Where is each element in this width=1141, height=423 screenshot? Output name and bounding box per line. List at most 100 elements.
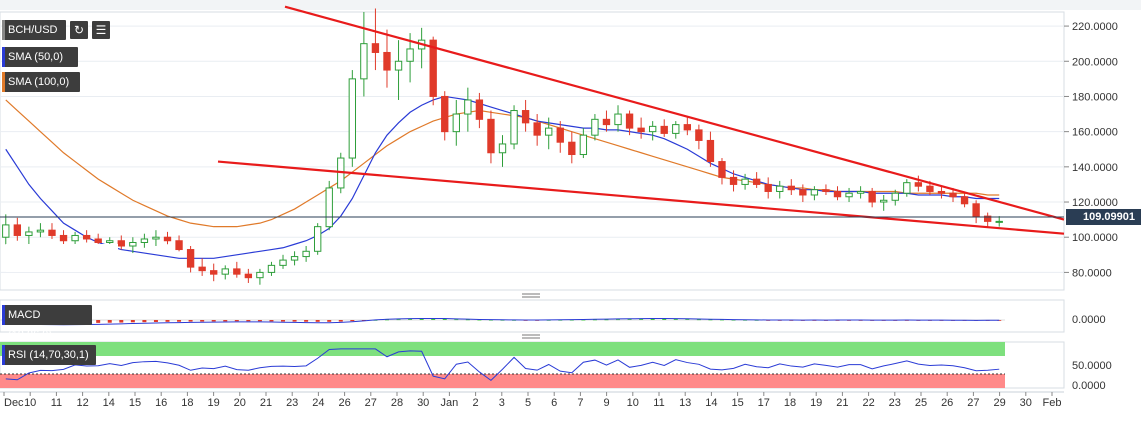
macd-histogram-bar: [107, 320, 112, 323]
candle-body: [394, 60, 403, 71]
candle-body: [972, 203, 980, 217]
x-tick-label: 29: [993, 397, 1005, 409]
x-tick-label: 15: [731, 397, 743, 409]
x-tick-label: 12: [76, 397, 88, 409]
refresh-icon[interactable]: ↻: [70, 21, 88, 39]
candle-body: [464, 99, 472, 115]
sma100-tag[interactable]: SMA (100,0): [2, 72, 80, 92]
candle-body: [648, 125, 657, 133]
y-tick-label: 120.0000: [1072, 197, 1118, 209]
x-tick-label: 17: [758, 397, 770, 409]
candle-body: [279, 259, 287, 266]
candle-body: [302, 250, 310, 258]
x-tick-label: 7: [577, 397, 583, 409]
candle-body: [140, 238, 149, 243]
candle-body: [25, 231, 33, 236]
candle-body: [313, 226, 322, 252]
macd-tick-label: 0.0000: [1072, 314, 1106, 326]
candle-body: [960, 196, 969, 205]
candle-body: [152, 236, 160, 240]
panel-splitter-1[interactable]: [522, 293, 540, 298]
candle-body: [729, 176, 738, 185]
candle-body: [833, 190, 842, 198]
macd-histogram-bar: [465, 319, 470, 321]
x-tick-label: 11: [653, 397, 664, 409]
candle-body: [545, 127, 553, 136]
x-tick-label: 14: [103, 397, 115, 409]
candle-body: [71, 234, 79, 242]
x-tick-label: 10: [24, 397, 36, 409]
y-tick-label: 140.0000: [1072, 162, 1118, 174]
x-tick-label: 27: [365, 397, 377, 409]
x-tick-label: 5: [525, 397, 531, 409]
macd-histogram-bar: [338, 320, 343, 322]
candle-body: [787, 185, 795, 191]
macd-histogram-bar: [616, 319, 621, 321]
candle-body: [914, 182, 923, 187]
x-tick-label: 15: [129, 397, 141, 409]
x-tick-label: 25: [915, 397, 927, 409]
macd-panel: [0, 299, 1065, 333]
macd-histogram-bar: [431, 319, 436, 320]
macd-histogram-bar: [604, 319, 609, 321]
candle-body: [602, 118, 611, 126]
y-tick-label: 200.0000: [1072, 56, 1118, 68]
candle-body: [348, 78, 357, 159]
candle-body: [221, 268, 229, 275]
rsi-line: [5, 348, 1000, 382]
macd-line: [5, 318, 1000, 326]
candle-body: [533, 122, 541, 136]
candle-body: [672, 124, 680, 134]
x-tick-label: 19: [207, 397, 219, 409]
candle-body: [752, 178, 761, 185]
panel-splitter-2[interactable]: [522, 334, 540, 339]
candle-body: [579, 134, 588, 156]
rsi-tag[interactable]: RSI (14,70,30,1): [2, 345, 96, 365]
candle-body: [625, 113, 634, 129]
macd-histogram-bar: [96, 320, 101, 323]
x-tick-label: 19: [810, 397, 822, 409]
price-panel: [0, 11, 1065, 291]
macd-histogram-bar: [477, 319, 482, 321]
x-tick-label: 6: [551, 397, 557, 409]
macd-swatch: [2, 305, 5, 325]
macd-tag[interactable]: MACD (12,26,9): [2, 305, 92, 341]
candle-body: [163, 236, 172, 242]
macd-histogram-bar: [153, 320, 158, 322]
candle-body: [614, 113, 622, 126]
x-tick-label: 21: [836, 397, 848, 409]
candle-body: [487, 118, 495, 154]
candle-body: [82, 234, 91, 240]
macd-histogram-bar: [488, 319, 493, 321]
x-tick-label: 16: [155, 397, 167, 409]
x-axis: Dec 10 11 12 14 15 16 18 19 20 21 23 24 26 27 28 30 Jan 2 3…: [0, 391, 1064, 409]
symbol-tag[interactable]: BCH/USD: [2, 20, 66, 40]
x-tick-label: Jan: [441, 397, 459, 409]
rsi-swatch: [2, 345, 5, 365]
sma-50-line: [5, 95, 1000, 259]
bar-chart-icon[interactable]: ☰: [92, 21, 110, 39]
candle-body: [521, 110, 530, 124]
candle-body: [949, 192, 957, 198]
symbol-label: BCH/USD: [8, 24, 58, 36]
macd-histogram-bar: [639, 319, 644, 320]
candle-body: [290, 256, 299, 261]
macd-histogram-bar: [246, 320, 251, 322]
candle-body: [210, 270, 218, 275]
x-tick-label: 18: [181, 397, 193, 409]
x-tick-label: 20: [234, 397, 246, 409]
sma50-tag[interactable]: SMA (50,0): [2, 47, 78, 67]
candle-body: [891, 192, 899, 201]
candle-body: [510, 110, 518, 145]
candle-body: [498, 143, 507, 154]
candle-body: [360, 43, 368, 80]
x-tick-label: 21: [260, 397, 272, 409]
price-y-axis: 220.0000 200.0000 180.0000 160.0000 140.0000…: [1064, 21, 1118, 279]
candle-body: [822, 189, 830, 192]
macd-histogram-bar: [350, 320, 355, 322]
candle-body: [556, 127, 564, 143]
x-tick-label: 3: [499, 397, 505, 409]
sma100-label: SMA (100,0): [8, 76, 70, 88]
x-tick-label: 10: [627, 397, 639, 409]
